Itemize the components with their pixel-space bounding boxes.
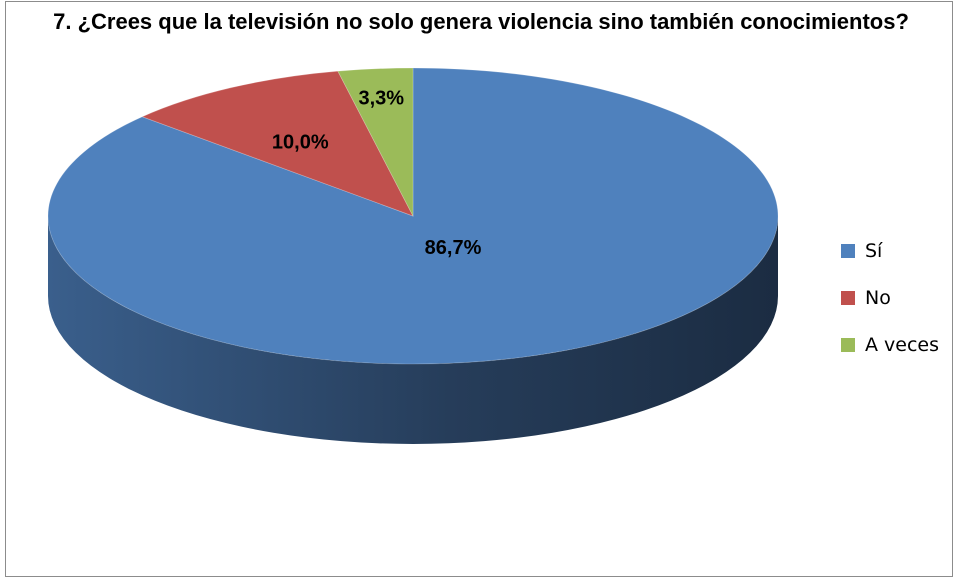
legend-label-si: Sí [865,240,883,262]
legend-swatch-si [841,244,855,258]
legend-swatch-a-veces [841,338,855,352]
legend-swatch-no [841,291,855,305]
data-label-a-veces: 3,3% [358,87,404,109]
legend: Sí No A veces [841,237,939,378]
legend-label-a-veces: A veces [865,334,940,356]
legend-item-no: No [841,284,939,312]
pie-slice-a-veces [337,67,414,217]
pie-chart: 86,7% 10,0% 3,3% [47,67,779,444]
chart-title: 7. ¿Crees que la televisión no solo gene… [53,9,909,34]
data-label-no: 10,0% [272,131,329,153]
data-label-si: 86,7% [425,237,482,259]
legend-item-si: Sí [841,237,939,265]
pie-slices-layer [47,67,779,365]
legend-label-no: No [865,287,891,309]
pie-slice-no [141,70,414,217]
pie-side-si [48,216,778,444]
data-labels-layer: 86,7% 10,0% 3,3% [272,87,482,259]
chart-area: 7. ¿Crees que la televisión no solo gene… [5,1,953,577]
legend-item-a-veces: A veces [841,331,939,359]
pie-side-layer [48,216,778,444]
pie-slice-si [47,67,779,365]
